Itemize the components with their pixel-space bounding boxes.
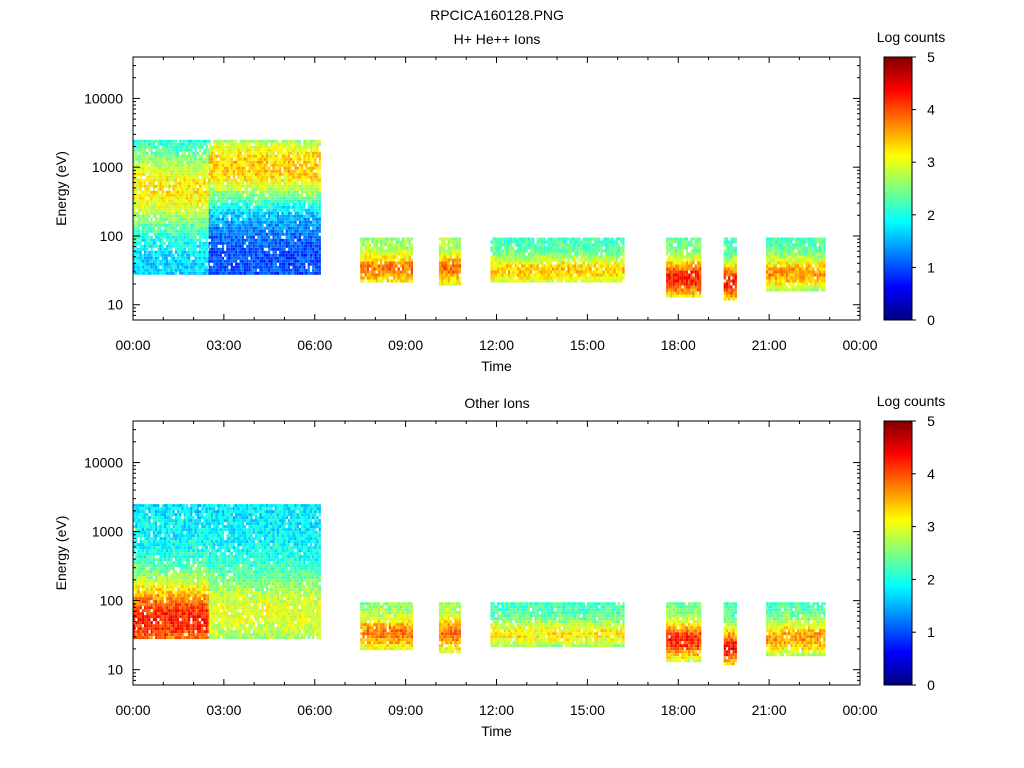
x-tick-label: 15:00	[570, 337, 605, 353]
panel-2: 00:00 03:00 06:00 09:00 12:00 15:00 18:00 21:00…	[53, 393, 945, 739]
data-block	[723, 237, 737, 301]
x-tick-label: 09:00	[388, 337, 423, 353]
data-block	[723, 602, 737, 666]
colorbar-tick-label: 0	[927, 677, 935, 693]
y-tick-label: 1000	[92, 524, 123, 540]
colorbar-tick-label: 4	[927, 466, 935, 482]
x-tick-label: 00:00	[115, 337, 150, 353]
x-tick-label: 00:00	[842, 702, 877, 718]
colorbar-tick-label: 4	[927, 102, 935, 118]
x-tick-label: 03:00	[206, 702, 241, 718]
x-tick-label: 21:00	[752, 337, 787, 353]
data-block	[208, 504, 321, 640]
y-axis-label: Energy (eV)	[53, 151, 69, 226]
y-tick-label: 100	[100, 593, 124, 609]
y-tick-label: 1000	[92, 159, 123, 175]
colorbar-tick-label: 5	[927, 49, 935, 65]
data-block	[360, 602, 413, 651]
colorbar-label: Log counts	[877, 29, 946, 45]
colorbar: Log counts 0 1 2 3 4 5	[877, 393, 946, 693]
x-tick-label: 00:00	[842, 337, 877, 353]
y-tick-label: 10	[107, 662, 123, 678]
x-tick-label: 03:00	[206, 337, 241, 353]
x-tick-label: 18:00	[661, 337, 696, 353]
x-tick-label: 09:00	[388, 702, 423, 718]
x-tick-label: 15:00	[570, 702, 605, 718]
y-axis-label: Energy (eV)	[53, 516, 69, 591]
y-tick-label: 10000	[84, 90, 123, 106]
data-block	[438, 602, 461, 654]
data-block	[666, 237, 702, 298]
colorbar: Log counts 0 1 2 3 4 5	[877, 29, 946, 328]
figure-title: RPCICA160128.PNG	[430, 7, 564, 23]
data-block	[666, 602, 702, 663]
data-block	[438, 237, 461, 286]
data-block	[766, 602, 826, 657]
x-tick-label: 00:00	[115, 702, 150, 718]
colorbar-gradient	[883, 56, 913, 321]
data-block	[360, 237, 413, 283]
data-block	[133, 504, 210, 640]
x-axis-label: Time	[481, 358, 512, 374]
colorbar-tick-label: 3	[927, 519, 935, 535]
data-block	[766, 237, 826, 292]
colorbar-tick-label: 1	[927, 259, 935, 275]
colorbar-tick-label: 2	[927, 207, 935, 223]
x-tick-label: 06:00	[297, 702, 332, 718]
x-axis-label: Time	[481, 723, 512, 739]
data-block	[133, 139, 210, 275]
y-tick-label: 10000	[84, 455, 123, 471]
y-tick-label: 100	[100, 228, 124, 244]
colorbar-tick-label: 1	[927, 624, 935, 640]
data-block	[208, 139, 321, 275]
data-block	[490, 237, 625, 283]
colorbar-tick-label: 0	[927, 312, 935, 328]
x-tick-label: 12:00	[479, 337, 514, 353]
x-tick-label: 21:00	[752, 702, 787, 718]
x-tick-label: 06:00	[297, 337, 332, 353]
colorbar-tick-label: 3	[927, 154, 935, 170]
y-tick-label: 10	[107, 297, 123, 313]
colorbar-gradient	[883, 420, 913, 686]
x-tick-label: 12:00	[479, 702, 514, 718]
panel-title: Other Ions	[464, 395, 529, 411]
colorbar-tick-label: 2	[927, 571, 935, 587]
panel-title: H+ He++ Ions	[454, 31, 541, 47]
colorbar-tick-label: 5	[927, 413, 935, 429]
colorbar-label: Log counts	[877, 393, 946, 409]
x-tick-label: 18:00	[661, 702, 696, 718]
panel-1: 00:00 03:00 06:00 09:00 12:00 15:00 18:00 21:00…	[53, 29, 945, 374]
data-block	[490, 602, 625, 648]
